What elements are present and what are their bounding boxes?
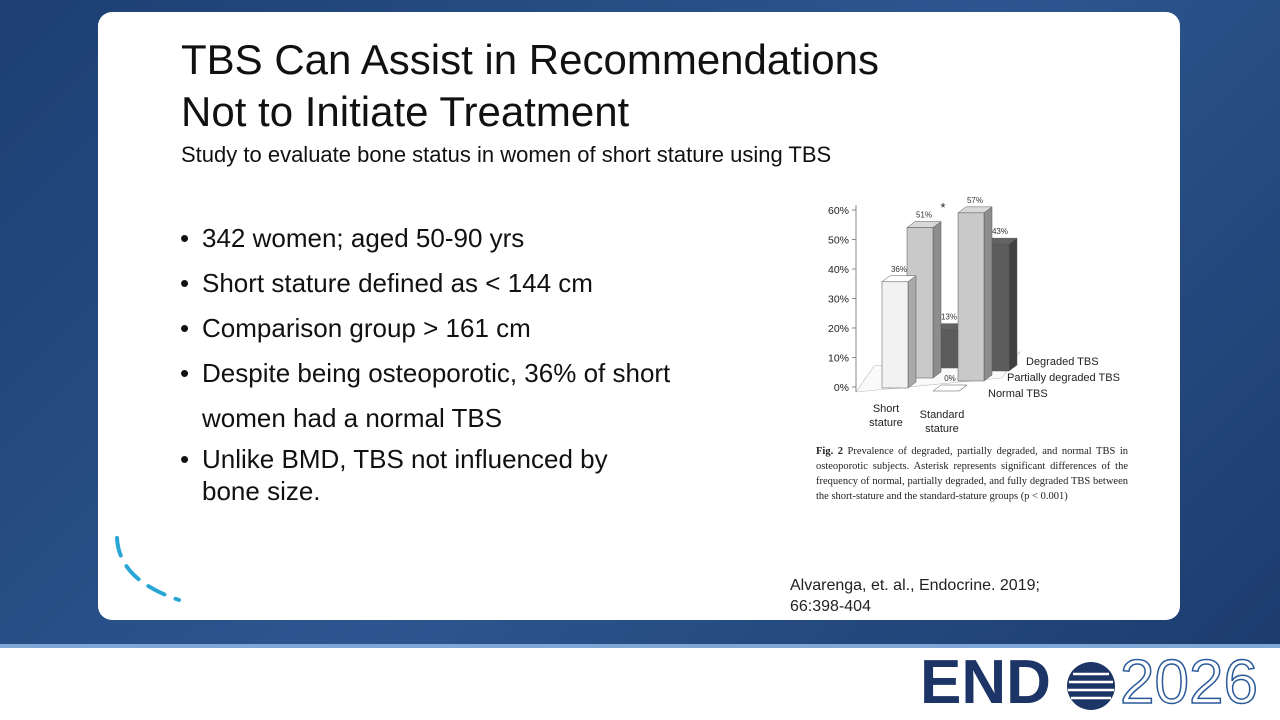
bar-side (1008, 237, 1018, 372)
annotation: * (940, 200, 945, 215)
y-tick-label: 40% (828, 264, 849, 276)
bar (881, 281, 909, 389)
citation: Alvarenga, et. al., Endocrine. 2019; 66:… (790, 577, 1040, 615)
footer-bar (0, 644, 1280, 720)
title-line: TBS Can Assist in Recommendations (181, 36, 879, 83)
category-label: Standard stature (919, 409, 965, 435)
value-label: 13% (941, 313, 957, 322)
logo-globe (1067, 662, 1115, 710)
title-line: Not to Initiate Treatment (181, 88, 630, 135)
value-label: 0% (944, 374, 956, 383)
y-tick-label: 50% (828, 235, 849, 247)
bar-chart: 0% 10% 20% 30% 40% 50% 60% 13% 43% 51% 57% 36% 0% Nor… (828, 196, 1120, 400)
value-label: 36% (891, 265, 907, 274)
decoration-arc (115, 536, 181, 602)
category-label: Short stature (869, 403, 903, 429)
legend-label: Partially degraded TBS (1007, 372, 1120, 384)
y-tick-label: 20% (828, 323, 849, 335)
bullet: 342 women; aged 50-90 yrs (180, 222, 690, 254)
bar (957, 212, 985, 382)
bullet: Short stature defined as < 144 cm (180, 267, 690, 299)
bar-side (983, 206, 993, 382)
y-tick-label: 60% (828, 205, 849, 217)
figure-caption: Fig. 2 Prevalence of degraded, partially… (816, 444, 1128, 504)
bar-side (907, 275, 917, 389)
y-tick-label: 10% (828, 353, 849, 365)
bullet: Despite being osteoporotic, 36% of short… (180, 351, 690, 441)
caption-label: Fig. 2 (816, 446, 843, 457)
legend-label: Degraded TBS (1026, 356, 1099, 368)
y-tick-label: 0% (834, 382, 849, 394)
bar-top (932, 384, 968, 392)
value-label: 51% (916, 211, 932, 220)
logo-year: 2026 (1119, 648, 1258, 717)
y-tick-label: 30% (828, 294, 849, 306)
logo-text: END (920, 648, 1051, 717)
bullet-list: 342 women; aged 50-90 yrs Short stature … (180, 222, 690, 520)
caption-text: Prevalence of degraded, partially degrad… (816, 446, 1128, 502)
value-label: 43% (992, 227, 1008, 236)
legend-label: Normal TBS (988, 388, 1048, 400)
bullet: Comparison group > 161 cm (180, 312, 690, 344)
value-label: 57% (967, 196, 983, 205)
subtitle: Study to evaluate bone status in women o… (181, 142, 832, 167)
bullet: Unlike BMD, TBS not influenced by bone s… (180, 443, 672, 507)
title: TBS Can Assist in Recommendations Not to… (181, 34, 879, 138)
bar-side (932, 221, 942, 379)
